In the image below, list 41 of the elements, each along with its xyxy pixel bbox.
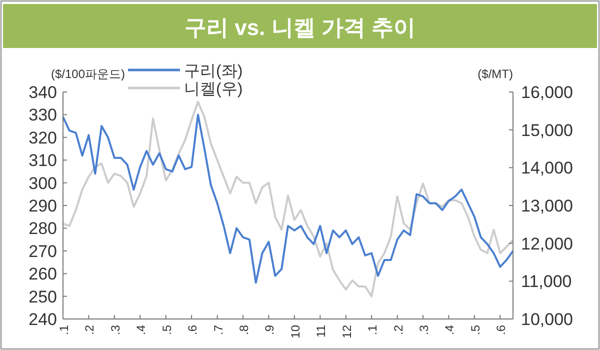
x-tick-label: .1 (366, 324, 380, 336)
x-tick-label: 12 (340, 324, 354, 338)
y2-tick-label: 12,000 (521, 234, 573, 254)
y2-axis-title: ($/MT) (478, 67, 513, 81)
y-tick-label: 340 (28, 83, 57, 102)
y2-tick-label: 14,000 (521, 158, 573, 178)
x-tick-label: .5 (468, 324, 482, 336)
y-tick-label: 330 (28, 106, 57, 125)
chart-title: 구리 vs. 니켈 가격 추이 (184, 15, 416, 40)
x-tick-label: .1 (57, 324, 71, 336)
x-tick-label: .2 (391, 324, 406, 336)
y2-tick-label: 13,000 (521, 196, 573, 216)
x-tick-label: .4 (134, 324, 148, 336)
x-tick-label: .9 (262, 324, 277, 336)
y-tick-label: 300 (28, 174, 57, 193)
legend-label: 구리(좌) (184, 63, 243, 80)
y-tick-label: 320 (28, 128, 57, 148)
x-tick-label: .6 (494, 324, 508, 336)
legend-label: 니켈(우) (184, 81, 243, 98)
y2-tick-label: 15,000 (521, 120, 573, 140)
x-tick-label: 10 (288, 324, 302, 338)
y-tick-label: 290 (28, 196, 57, 216)
x-tick-label: .6 (186, 324, 200, 336)
y2-tick-label: 11,000 (521, 272, 572, 292)
x-tick-label: .4 (442, 324, 457, 336)
x-tick-label: .5 (160, 324, 174, 336)
x-tick-label: .2 (82, 324, 97, 336)
x-tick-label: .8 (237, 324, 251, 336)
x-tick-label: .3 (108, 324, 122, 336)
y-tick-label: 250 (28, 287, 57, 306)
y2-tick-label: 16,000 (521, 83, 573, 102)
y-tick-label: 260 (28, 264, 57, 284)
y-tick-label: 240 (28, 310, 57, 329)
y-axis-title: ($/100파운드) (51, 67, 126, 81)
y-tick-label: 270 (28, 242, 57, 261)
x-tick-label: .7 (211, 324, 226, 336)
y-tick-label: 310 (28, 151, 57, 170)
x-tick-label: 11 (314, 324, 328, 338)
x-tick-label: .3 (417, 324, 431, 336)
y-tick-label: 280 (28, 219, 57, 238)
y2-tick-label: 10,000 (521, 310, 573, 329)
